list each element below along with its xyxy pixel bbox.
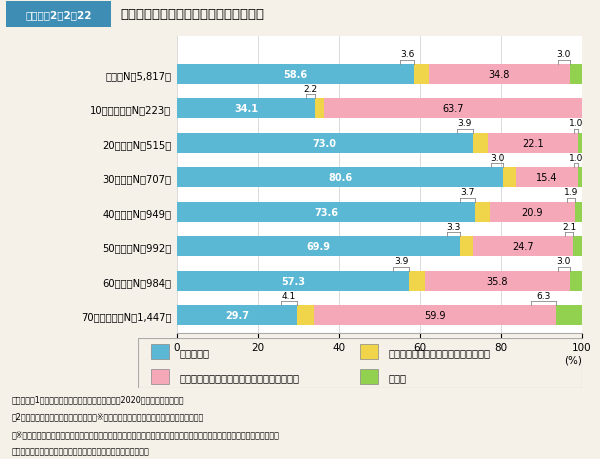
Text: 3.0: 3.0 (557, 50, 571, 59)
Bar (151, 369, 169, 384)
Text: 1.0: 1.0 (569, 119, 583, 128)
Bar (575, 202, 583, 222)
Bar (425, 271, 570, 291)
Bar (429, 65, 570, 84)
Bar (297, 306, 314, 325)
FancyBboxPatch shape (6, 2, 111, 28)
Bar (151, 345, 169, 359)
Bar (460, 237, 473, 257)
Bar (177, 271, 409, 291)
Bar (490, 202, 575, 222)
Text: 3.3: 3.3 (446, 222, 461, 231)
Text: 73.6: 73.6 (314, 207, 338, 217)
Text: 1.0: 1.0 (569, 153, 583, 162)
Bar (324, 99, 582, 119)
Text: ※キャッシュレス決済とは、物理的な現金（紙幣・硬貨）を使用せずに商品・サービスの料金の支払いなどを行うこと（こ: ※キャッシュレス決済とは、物理的な現金（紙幣・硬貨）を使用せずに商品・サービスの… (12, 429, 280, 438)
Bar (314, 306, 556, 325)
Bar (473, 134, 488, 153)
Text: 3.9: 3.9 (458, 119, 472, 128)
Text: 4.1: 4.1 (282, 291, 296, 300)
Text: 3.6: 3.6 (400, 50, 414, 59)
Text: 59.9: 59.9 (424, 311, 446, 320)
Text: 無回答: 無回答 (388, 372, 406, 382)
Bar (177, 65, 415, 84)
Text: 20.9: 20.9 (521, 207, 543, 217)
Text: 29.7: 29.7 (225, 311, 249, 320)
Text: 69.9: 69.9 (307, 242, 331, 252)
Bar (473, 237, 574, 257)
Text: 使ってない、キャッシュレス決済を知らない: 使ってない、キャッシュレス決済を知らない (180, 372, 300, 382)
Text: 24.7: 24.7 (512, 242, 534, 252)
Bar (503, 168, 515, 188)
Bar (574, 237, 582, 257)
Bar (177, 202, 475, 222)
Text: 57.3: 57.3 (281, 276, 305, 286)
Text: 3.0: 3.0 (490, 153, 505, 162)
Bar (475, 202, 490, 222)
Text: 使っている: 使っている (180, 347, 210, 357)
X-axis label: (%): (%) (564, 355, 582, 365)
Text: キャッシュレス決済利用率（年齢層別）: キャッシュレス決済利用率（年齢層別） (120, 8, 264, 22)
Bar (177, 237, 460, 257)
Text: 3.0: 3.0 (557, 257, 571, 266)
Bar (360, 369, 378, 384)
Text: 34.1: 34.1 (234, 104, 258, 114)
Bar (515, 168, 578, 188)
Bar (315, 99, 324, 119)
Bar (556, 306, 582, 325)
Bar (578, 168, 582, 188)
Bar (570, 271, 582, 291)
Text: 以前使っていたが、今は使っていない: 以前使っていたが、今は使っていない (388, 347, 490, 357)
Text: こでは銀行などの口座振替、振込などによる決済を除く。）。: こでは銀行などの口座振替、振込などによる決済を除く。）。 (12, 446, 149, 455)
Bar (177, 99, 315, 119)
Text: 15.4: 15.4 (536, 173, 557, 183)
Text: 1.9: 1.9 (563, 188, 578, 197)
Text: 22.1: 22.1 (523, 139, 544, 148)
Text: 2.1: 2.1 (562, 222, 577, 231)
Bar (409, 271, 425, 291)
Text: 80.6: 80.6 (328, 173, 352, 183)
Bar (415, 65, 429, 84)
Bar (570, 65, 582, 84)
Text: 2.2: 2.2 (304, 84, 318, 94)
Bar (578, 134, 582, 153)
Bar (177, 168, 503, 188)
Text: 6.3: 6.3 (536, 291, 551, 300)
Text: 73.0: 73.0 (313, 139, 337, 148)
Text: （備考）　1．消費者庁「消費者意識基本調査」（2020年度）により作成。: （備考） 1．消費者庁「消費者意識基本調査」（2020年度）により作成。 (12, 394, 184, 403)
Text: 3.9: 3.9 (394, 257, 409, 266)
Bar (488, 134, 578, 153)
Text: 34.8: 34.8 (488, 70, 510, 79)
Bar (360, 345, 378, 359)
Text: 3.7: 3.7 (460, 188, 475, 197)
Text: 35.8: 35.8 (487, 276, 508, 286)
Bar (177, 306, 297, 325)
Bar (177, 134, 473, 153)
Text: 63.7: 63.7 (442, 104, 464, 114)
Text: 図表Ｉ－2－2－22: 図表Ｉ－2－2－22 (25, 10, 92, 20)
Text: 2．「あなたはキャッシュレス決済（※）を使っていますか。」との問に対する回答。: 2．「あなたはキャッシュレス決済（※）を使っていますか。」との問に対する回答。 (12, 412, 204, 421)
Text: 58.6: 58.6 (284, 70, 308, 79)
